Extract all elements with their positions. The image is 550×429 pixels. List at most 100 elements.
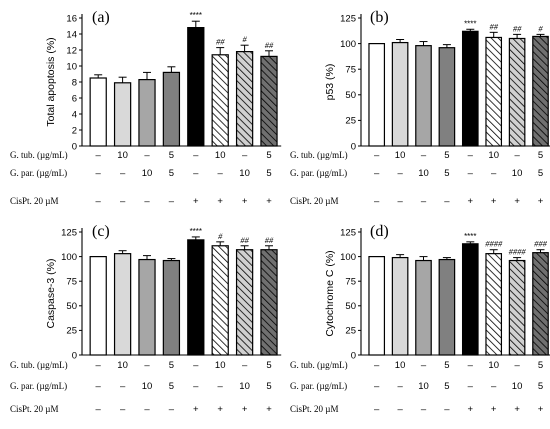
y-tick-label: 75 xyxy=(345,65,356,76)
bar xyxy=(260,249,278,356)
condition-value: – xyxy=(444,404,450,415)
condition-value: 5 xyxy=(169,360,174,371)
condition-value: – xyxy=(193,360,199,371)
condition-value: + xyxy=(193,404,199,415)
condition-value: – xyxy=(193,381,199,392)
condition-value: 5 xyxy=(169,381,174,392)
panel-label: (b) xyxy=(370,9,389,26)
condition-value: – xyxy=(374,168,380,179)
y-tick-label: 0 xyxy=(351,141,356,152)
bar xyxy=(211,245,229,356)
condition-value: + xyxy=(193,196,199,207)
chart-panel-1: (a) Total apoptosis (%) 0 2 4 6 8 10 12 14 16 **** #… xyxy=(10,9,282,207)
condition-value: – xyxy=(421,404,427,415)
bar xyxy=(485,36,503,147)
condition-value: 10 xyxy=(142,168,153,179)
condition-value: + xyxy=(491,404,497,415)
condition-value: 10 xyxy=(117,360,128,371)
condition-value: 10 xyxy=(215,360,226,371)
condition-label: G. par. (µg/mL) xyxy=(290,168,347,178)
y-tick-label: 6 xyxy=(72,93,77,104)
condition-value: – xyxy=(491,381,497,392)
bar xyxy=(532,252,549,356)
bar xyxy=(260,55,278,147)
condition-value: + xyxy=(491,196,497,207)
condition-label: CisPt. 20 µM xyxy=(290,196,338,206)
condition-value: – xyxy=(491,168,497,179)
y-tick-label: 100 xyxy=(61,252,77,263)
condition-value: + xyxy=(514,404,520,415)
condition-value: – xyxy=(144,404,150,415)
y-tick-label: 10 xyxy=(66,61,77,72)
condition-value: – xyxy=(374,360,380,371)
condition-value: 10 xyxy=(239,168,250,179)
condition-value: – xyxy=(144,150,150,161)
condition-value: 10 xyxy=(142,381,153,392)
condition-value: – xyxy=(374,381,380,392)
condition-value: 5 xyxy=(169,168,174,179)
condition-value: + xyxy=(514,196,520,207)
bar xyxy=(89,77,107,147)
condition-label: G. tub. (µg/mL) xyxy=(290,150,348,160)
condition-label: G. par. (µg/mL) xyxy=(10,168,67,178)
condition-value: – xyxy=(96,360,102,371)
condition-value: 10 xyxy=(512,168,523,179)
condition-value: – xyxy=(120,381,126,392)
condition-value: – xyxy=(468,150,474,161)
bar xyxy=(235,50,254,147)
condition-value: 10 xyxy=(215,150,226,161)
condition-value: 5 xyxy=(266,150,271,161)
y-tick-label: 75 xyxy=(345,277,356,288)
y-tick-label: 75 xyxy=(66,277,77,288)
bar xyxy=(485,253,503,356)
bar xyxy=(438,258,456,356)
y-tick-label: 50 xyxy=(345,90,356,101)
condition-value: + xyxy=(266,404,272,415)
significance-label: #### xyxy=(509,247,527,257)
significance-label: **** xyxy=(464,19,476,28)
condition-value: + xyxy=(538,196,544,207)
bar xyxy=(532,35,549,147)
condition-value: 10 xyxy=(488,150,499,161)
condition-value: 10 xyxy=(239,381,250,392)
condition-value: – xyxy=(397,168,403,179)
y-tick-label: 0 xyxy=(72,141,77,152)
significance-label: ## xyxy=(513,23,522,33)
y-tick-label: 25 xyxy=(345,326,356,337)
condition-value: – xyxy=(96,168,102,179)
y-axis-title: Total apoptosis (%) xyxy=(45,37,57,126)
condition-label: CisPt. 20 µM xyxy=(10,404,58,414)
condition-value: – xyxy=(242,150,248,161)
condition-value: – xyxy=(397,404,403,415)
y-tick-label: 8 xyxy=(72,77,77,88)
condition-value: + xyxy=(468,404,474,415)
bar xyxy=(162,71,181,147)
condition-value: – xyxy=(468,381,474,392)
condition-value: – xyxy=(374,404,380,415)
significance-label: ## xyxy=(265,235,274,245)
condition-label: G. tub. (µg/mL) xyxy=(10,150,68,160)
y-tick-label: 125 xyxy=(340,227,356,238)
bar xyxy=(368,42,386,147)
condition-value: 10 xyxy=(117,150,128,161)
bar xyxy=(187,27,205,147)
y-axis-title: Cytochrome C (%) xyxy=(324,250,336,336)
condition-value: – xyxy=(144,360,150,371)
bar xyxy=(415,45,432,147)
condition-value: 5 xyxy=(538,150,543,161)
significance-label: # xyxy=(218,231,223,241)
significance-label: ## xyxy=(240,235,249,245)
condition-value: 5 xyxy=(444,360,449,371)
significance-label: **** xyxy=(464,232,476,241)
condition-value: – xyxy=(120,168,126,179)
significance-label: # xyxy=(538,23,543,33)
bar xyxy=(461,243,479,356)
condition-value: – xyxy=(169,404,175,415)
bar xyxy=(391,41,409,147)
y-tick-label: 25 xyxy=(66,326,77,337)
condition-value: + xyxy=(242,404,248,415)
condition-value: + xyxy=(468,196,474,207)
